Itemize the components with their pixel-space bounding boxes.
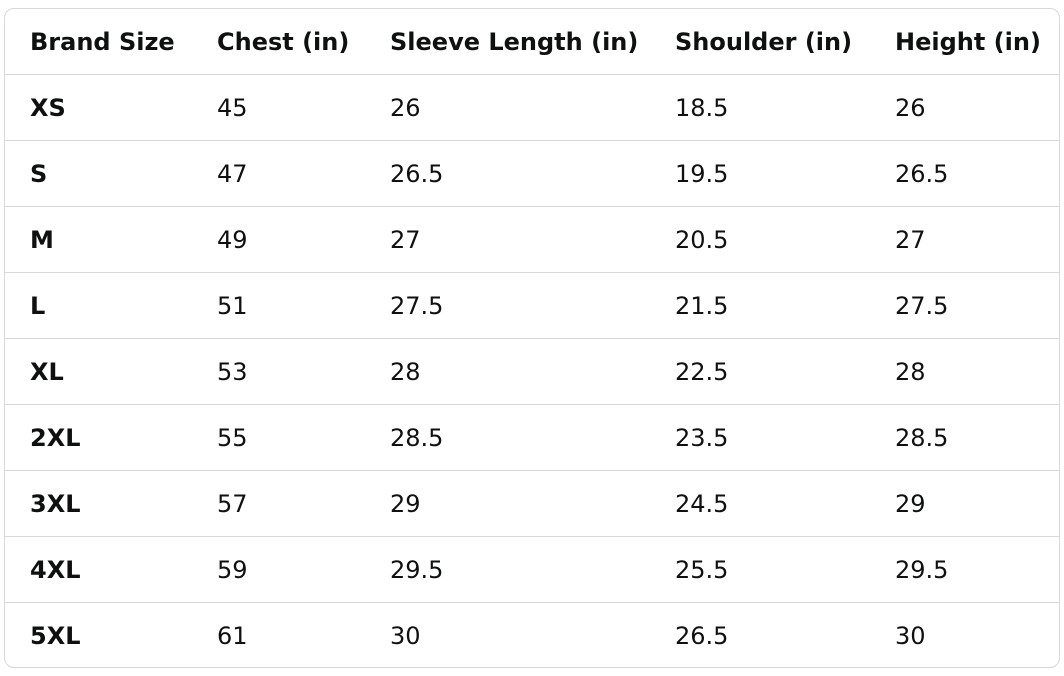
measure-cell: 23.5 xyxy=(650,404,870,471)
measure-cell: 26.5 xyxy=(870,140,1059,207)
measure-cell: 47 xyxy=(192,140,365,207)
table-row: 2XL 55 28.5 23.5 28.5 xyxy=(5,404,1059,471)
measure-cell: 26 xyxy=(870,74,1059,141)
header-cell: Chest (in) xyxy=(217,27,350,56)
measure-cell: 51 xyxy=(192,272,365,339)
measure-cell: 28 xyxy=(870,338,1059,405)
measure-cell: 27 xyxy=(365,206,650,273)
measure-cell: 22.5 xyxy=(650,338,870,405)
measure-cell: 24.5 xyxy=(650,470,870,537)
measure-cell: 25.5 xyxy=(650,536,870,603)
measure-cell: 29 xyxy=(870,470,1059,537)
measure-cell: 28 xyxy=(365,338,650,405)
table-row: L 51 27.5 21.5 27.5 xyxy=(5,272,1059,339)
measure-cell: 45 xyxy=(192,74,365,141)
size-cell: S xyxy=(5,140,192,207)
measure-cell: 49 xyxy=(192,206,365,273)
measure-cell: 26 xyxy=(365,74,650,141)
table-header: Brand Size Chest (in) Sleeve Length (in) Sh… xyxy=(5,9,1059,75)
measure-cell: 20.5 xyxy=(650,206,870,273)
size-cell: XS xyxy=(5,74,192,141)
size-cell: L xyxy=(5,272,192,339)
size-cell: 4XL xyxy=(5,536,192,603)
measure-cell: 28.5 xyxy=(870,404,1059,471)
header-cell: Sleeve Length (in) xyxy=(390,27,639,56)
measure-cell: 55 xyxy=(192,404,365,471)
table-row: 4XL 59 29.5 25.5 29.5 xyxy=(5,536,1059,603)
header-cell: Height (in) xyxy=(895,27,1041,56)
measure-cell: 57 xyxy=(192,470,365,537)
size-cell: 2XL xyxy=(5,404,192,471)
size-cell: 3XL xyxy=(5,470,192,537)
measure-cell: 21.5 xyxy=(650,272,870,339)
size-table: Brand Size Chest (in) Sleeve Length (in) Sh… xyxy=(5,9,1059,667)
measure-cell: 28.5 xyxy=(365,404,650,471)
measure-cell: 59 xyxy=(192,536,365,603)
header-cell: Brand Size xyxy=(30,27,175,56)
measure-cell: 30 xyxy=(870,602,1059,667)
table-row: XS 45 26 18.5 26 xyxy=(5,74,1059,141)
measure-cell: 29.5 xyxy=(870,536,1059,603)
table-row: 3XL 57 29 24.5 29 xyxy=(5,470,1059,537)
measure-cell: 29.5 xyxy=(365,536,650,603)
size-table-frame: Brand Size Chest (in) Sleeve Length (in) Sh… xyxy=(4,8,1060,668)
measure-cell: 53 xyxy=(192,338,365,405)
header-cell: Shoulder (in) xyxy=(675,27,853,56)
table-body: XS 45 26 18.5 26 S 47 26.5 19.5 26.5 M 49 27 20.5 27 L 5… xyxy=(5,74,1059,667)
measure-cell: 30 xyxy=(365,602,650,667)
measure-cell: 29 xyxy=(365,470,650,537)
size-cell: XL xyxy=(5,338,192,405)
size-cell: M xyxy=(5,206,192,273)
measure-cell: 27.5 xyxy=(870,272,1059,339)
measure-cell: 27 xyxy=(870,206,1059,273)
measure-cell: 61 xyxy=(192,602,365,667)
table-row: 5XL 61 30 26.5 30 xyxy=(5,602,1059,667)
table-row: S 47 26.5 19.5 26.5 xyxy=(5,140,1059,207)
size-cell: 5XL xyxy=(5,602,192,667)
header-row: Brand Size Chest (in) Sleeve Length (in) Sh… xyxy=(5,9,1059,75)
measure-cell: 26.5 xyxy=(365,140,650,207)
measure-cell: 18.5 xyxy=(650,74,870,141)
table-row: M 49 27 20.5 27 xyxy=(5,206,1059,273)
measure-cell: 27.5 xyxy=(365,272,650,339)
measure-cell: 19.5 xyxy=(650,140,870,207)
measure-cell: 26.5 xyxy=(650,602,870,667)
table-row: XL 53 28 22.5 28 xyxy=(5,338,1059,405)
